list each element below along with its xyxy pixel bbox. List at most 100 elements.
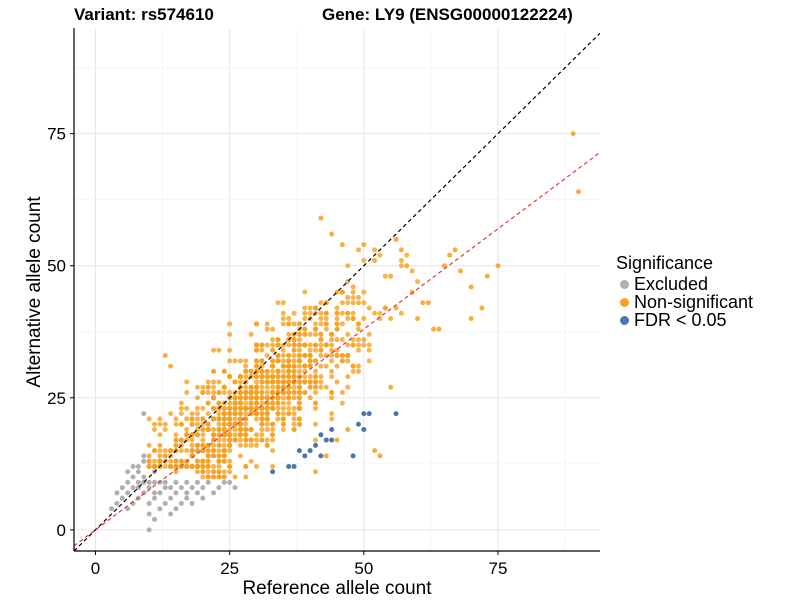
point-excluded xyxy=(178,500,184,506)
point-non-significant xyxy=(318,374,324,380)
legend-label-fdr: FDR < 0.05 xyxy=(634,309,727,330)
point-non-significant xyxy=(264,374,270,380)
point-non-significant xyxy=(398,247,404,253)
point-non-significant xyxy=(205,426,211,432)
point-excluded xyxy=(184,490,190,496)
point-non-significant xyxy=(259,384,265,390)
point-non-significant xyxy=(173,442,179,448)
point-fdr xyxy=(350,453,356,459)
point-non-significant xyxy=(318,342,324,348)
point-non-significant xyxy=(248,426,254,432)
point-non-significant xyxy=(211,416,217,422)
point-non-significant xyxy=(243,374,249,380)
point-non-significant xyxy=(280,368,286,374)
point-non-significant xyxy=(264,421,270,427)
point-non-significant xyxy=(259,426,265,432)
point-non-significant xyxy=(275,379,281,385)
point-non-significant xyxy=(232,379,238,385)
point-excluded xyxy=(173,490,179,496)
point-non-significant xyxy=(232,474,238,480)
point-excluded xyxy=(141,453,147,459)
point-excluded xyxy=(114,500,120,506)
point-non-significant xyxy=(270,342,276,348)
point-non-significant xyxy=(221,416,227,422)
point-non-significant xyxy=(345,353,351,359)
point-excluded xyxy=(232,485,238,491)
y-tick-label: 0 xyxy=(57,521,66,540)
point-non-significant xyxy=(345,310,351,316)
point-non-significant xyxy=(184,463,190,469)
point-non-significant xyxy=(173,421,179,427)
point-fdr xyxy=(318,432,324,438)
point-excluded xyxy=(178,485,184,491)
point-non-significant xyxy=(313,321,319,327)
point-non-significant xyxy=(329,231,335,237)
point-excluded xyxy=(130,474,136,480)
point-non-significant xyxy=(355,326,361,332)
point-non-significant xyxy=(484,273,490,279)
point-non-significant xyxy=(280,300,286,306)
point-non-significant xyxy=(162,421,168,427)
point-non-significant xyxy=(259,411,265,417)
point-excluded xyxy=(157,490,163,496)
point-non-significant xyxy=(237,358,243,364)
point-excluded xyxy=(125,506,131,512)
point-non-significant xyxy=(280,411,286,417)
point-non-significant xyxy=(264,426,270,432)
point-non-significant xyxy=(243,421,249,427)
point-fdr xyxy=(366,411,372,417)
point-non-significant xyxy=(291,390,297,396)
point-non-significant xyxy=(200,390,206,396)
point-non-significant xyxy=(173,437,179,443)
point-non-significant xyxy=(286,405,292,411)
point-non-significant xyxy=(264,384,270,390)
point-non-significant xyxy=(194,463,200,469)
point-non-significant xyxy=(355,342,361,348)
point-non-significant xyxy=(302,326,308,332)
point-non-significant xyxy=(398,257,404,263)
point-non-significant xyxy=(286,400,292,406)
point-non-significant xyxy=(200,458,206,464)
point-non-significant xyxy=(157,448,163,454)
point-fdr xyxy=(393,411,399,417)
point-non-significant xyxy=(286,331,292,337)
point-excluded xyxy=(200,495,206,501)
point-non-significant xyxy=(146,458,152,464)
point-non-significant xyxy=(307,305,313,311)
point-non-significant xyxy=(216,421,222,427)
point-non-significant xyxy=(264,411,270,417)
point-non-significant xyxy=(227,469,233,475)
point-non-significant xyxy=(216,463,222,469)
point-non-significant xyxy=(221,411,227,417)
point-non-significant xyxy=(248,368,254,374)
point-non-significant xyxy=(275,300,281,306)
point-fdr xyxy=(296,448,302,454)
point-fdr xyxy=(329,426,335,432)
point-non-significant xyxy=(296,353,302,359)
point-non-significant xyxy=(334,363,340,369)
point-non-significant xyxy=(221,453,227,459)
point-non-significant xyxy=(313,374,319,380)
point-non-significant xyxy=(307,374,313,380)
point-non-significant xyxy=(211,347,217,353)
point-non-significant xyxy=(323,342,329,348)
point-fdr xyxy=(361,411,367,417)
point-non-significant xyxy=(243,474,249,480)
point-non-significant xyxy=(339,289,345,295)
point-non-significant xyxy=(345,300,351,306)
point-non-significant xyxy=(205,458,211,464)
point-non-significant xyxy=(221,437,227,443)
point-non-significant xyxy=(329,395,335,401)
point-non-significant xyxy=(211,453,217,459)
point-non-significant xyxy=(194,411,200,417)
point-non-significant xyxy=(253,432,259,438)
point-non-significant xyxy=(227,448,233,454)
point-non-significant xyxy=(194,442,200,448)
point-excluded xyxy=(109,506,115,512)
point-non-significant xyxy=(194,458,200,464)
point-non-significant xyxy=(270,337,276,343)
tick-labels: 0 25 50 75 0 25 50 75 xyxy=(47,125,507,578)
point-non-significant xyxy=(227,405,233,411)
point-non-significant xyxy=(211,463,217,469)
point-non-significant xyxy=(404,252,410,258)
